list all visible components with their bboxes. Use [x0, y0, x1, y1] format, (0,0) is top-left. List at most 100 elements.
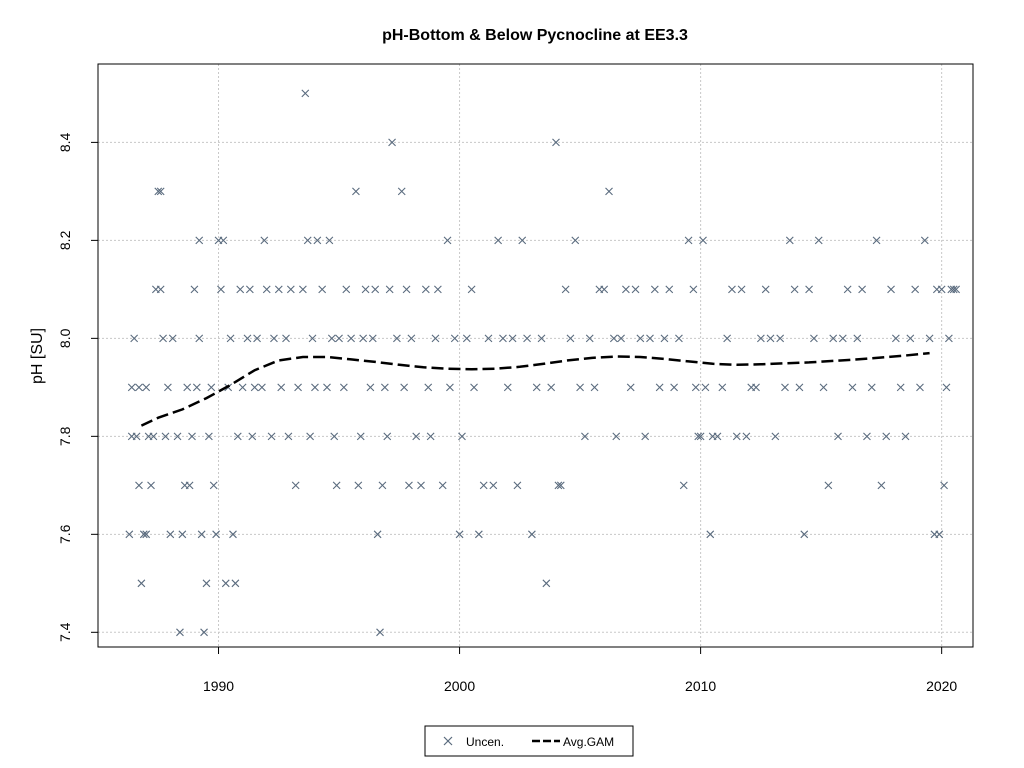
- data-point: [402, 285, 411, 294]
- data-point: [352, 187, 360, 196]
- data-point: [299, 285, 307, 294]
- data-point: [684, 236, 693, 245]
- data-point: [354, 481, 363, 490]
- data-point: [940, 481, 948, 490]
- data-point: [376, 628, 384, 637]
- data-point: [834, 432, 842, 441]
- data-point: [282, 334, 290, 343]
- data-point: [166, 530, 175, 539]
- grid-lines: [98, 64, 973, 647]
- scatter-points: [125, 89, 961, 637]
- chart-title: pH-Bottom & Below Pycnocline at EE3.3: [382, 27, 688, 44]
- data-point: [660, 334, 669, 343]
- data-point: [204, 432, 213, 441]
- data-point: [250, 383, 259, 392]
- data-point: [277, 383, 286, 392]
- y-tick-label: 8.2: [57, 230, 73, 250]
- data-point: [178, 530, 187, 539]
- data-point: [291, 481, 300, 490]
- x-tick-label: 2020: [926, 678, 957, 694]
- data-point: [937, 285, 946, 294]
- data-point: [217, 285, 225, 294]
- data-point: [467, 285, 476, 294]
- data-point: [911, 285, 920, 294]
- data-point: [699, 236, 707, 245]
- data-point: [571, 236, 580, 245]
- gam-series-line: [140, 351, 930, 427]
- data-point: [554, 481, 563, 490]
- data-point: [675, 334, 683, 343]
- data-point: [848, 383, 857, 392]
- y-axis: 7.4 7.6 7.8 8.0 8.2 8.4: [57, 132, 98, 642]
- data-point: [313, 236, 322, 245]
- data-point: [701, 383, 710, 392]
- data-point: [368, 334, 377, 343]
- data-point: [168, 334, 177, 343]
- data-point: [494, 236, 503, 245]
- data-point: [267, 432, 276, 441]
- y-axis-label: pH [SU]: [29, 328, 46, 384]
- data-point: [371, 285, 380, 294]
- data-point: [127, 383, 136, 392]
- data-point: [383, 432, 392, 441]
- data-point: [135, 481, 143, 490]
- plot-border: [97, 63, 974, 648]
- data-point: [159, 334, 167, 343]
- data-point: [920, 236, 929, 245]
- data-point: [858, 285, 867, 294]
- data-point: [139, 530, 148, 539]
- data-point: [156, 285, 165, 294]
- data-point: [636, 334, 645, 343]
- data-point: [347, 334, 355, 343]
- data-point: [728, 285, 736, 294]
- data-point: [308, 334, 317, 343]
- data-point: [243, 334, 252, 343]
- data-point: [142, 383, 151, 392]
- data-point: [274, 285, 283, 294]
- data-point: [689, 285, 698, 294]
- data-point: [631, 285, 640, 294]
- data-point: [896, 383, 905, 392]
- data-point: [443, 236, 452, 245]
- data-point: [838, 334, 847, 343]
- data-point: [732, 432, 741, 441]
- data-point: [330, 432, 339, 441]
- data-point: [366, 383, 375, 392]
- data-point: [867, 383, 876, 392]
- data-point: [245, 285, 254, 294]
- data-point: [431, 334, 440, 343]
- data-point: [679, 481, 688, 490]
- y-tick-label: 8.0: [57, 328, 73, 348]
- data-point: [609, 334, 618, 343]
- data-point: [935, 530, 944, 539]
- data-point: [814, 236, 823, 245]
- legend-label-gam: Avg.GAM: [563, 735, 614, 749]
- x-tick-label: 2010: [685, 678, 716, 694]
- data-point: [424, 383, 433, 392]
- data-point: [412, 432, 421, 441]
- data-point: [195, 334, 204, 343]
- data-point: [665, 285, 674, 294]
- data-point: [405, 481, 413, 490]
- data-point: [925, 334, 934, 343]
- data-point: [887, 285, 895, 294]
- data-point: [311, 383, 319, 392]
- data-point: [212, 530, 221, 539]
- data-point: [173, 432, 182, 441]
- data-point: [650, 285, 659, 294]
- data-point: [438, 481, 447, 490]
- data-point: [800, 530, 809, 539]
- y-tick-label: 7.8: [57, 426, 73, 446]
- data-point: [156, 187, 165, 196]
- data-point: [421, 285, 430, 294]
- data-point: [829, 334, 838, 343]
- data-point: [737, 285, 746, 294]
- data-point: [185, 481, 194, 490]
- data-point: [231, 579, 240, 588]
- data-point: [238, 383, 247, 392]
- data-point: [325, 236, 334, 245]
- data-point: [200, 628, 208, 637]
- data-point: [455, 530, 464, 539]
- data-point: [236, 285, 245, 294]
- data-point: [489, 481, 498, 490]
